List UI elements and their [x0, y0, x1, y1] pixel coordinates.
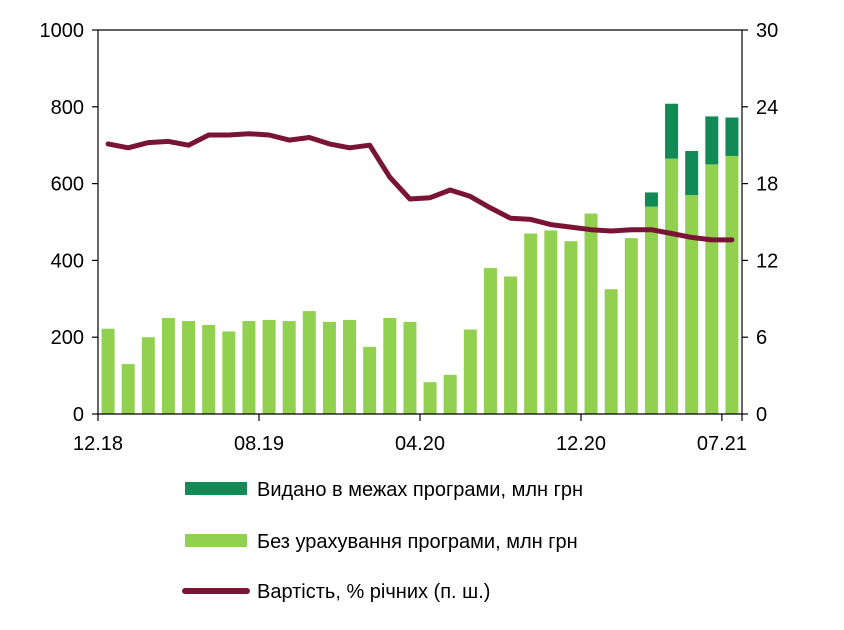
bar-without-program — [182, 321, 196, 414]
bar-without-program — [665, 158, 679, 414]
bar-without-program — [725, 155, 739, 414]
legend-swatch-without-program — [185, 534, 247, 547]
bars — [101, 103, 739, 414]
bar-without-program — [443, 374, 457, 414]
bar-without-program — [524, 233, 538, 414]
bar-program — [685, 150, 699, 196]
bar-without-program — [604, 289, 618, 414]
legend-label-without-program: Без урахування програми, млн грн — [257, 531, 578, 553]
bar-program — [665, 103, 679, 159]
bar-without-program — [383, 318, 397, 414]
legend-swatch-program — [185, 482, 247, 495]
bar-without-program — [584, 213, 598, 414]
bar-without-program — [222, 331, 236, 414]
left-tick-label: 1000 — [40, 20, 85, 42]
right-tick-label: 24 — [756, 97, 778, 119]
bar-program — [644, 192, 658, 207]
right-tick-label: 12 — [756, 250, 778, 272]
left-tick-label: 200 — [51, 327, 84, 349]
bar-without-program — [322, 321, 336, 414]
bar-without-program — [685, 195, 699, 414]
ticks: 0 200 400 600 800 1000 0 6 12 18 24 30 12.18 08.19 04.… — [40, 20, 779, 455]
bar-without-program — [302, 311, 316, 414]
legend-label-cost: Вартість, % річних (п. ш.) — [257, 581, 490, 603]
bar-without-program — [463, 329, 477, 414]
right-tick-label: 0 — [756, 404, 767, 426]
bar-without-program — [101, 328, 115, 414]
right-tick-label: 6 — [756, 327, 767, 349]
bar-without-program — [121, 364, 135, 414]
bar-program — [705, 116, 719, 165]
bar-without-program — [141, 337, 155, 414]
legend: Видано в межах програми, млн грн Без ура… — [182, 479, 583, 603]
x-tick-label: 04.20 — [395, 433, 445, 455]
bar-without-program — [644, 206, 658, 414]
bar-without-program — [282, 321, 296, 414]
bar-without-program — [403, 321, 417, 414]
line-series — [105, 131, 735, 243]
right-tick-label: 18 — [756, 174, 778, 196]
left-tick-label: 600 — [51, 174, 84, 196]
cost-line — [105, 131, 735, 243]
axes — [97, 29, 743, 414]
left-tick-label: 800 — [51, 97, 84, 119]
bar-without-program — [423, 382, 437, 414]
bar-without-program — [544, 230, 558, 414]
left-tick-label: 400 — [51, 250, 84, 272]
bar-without-program — [363, 346, 377, 414]
x-tick-label: 12.18 — [73, 433, 123, 455]
bar-without-program — [202, 324, 216, 414]
bar-without-program — [262, 319, 276, 414]
bar-without-program — [705, 164, 719, 414]
legend-label-program: Видано в межах програми, млн грн — [257, 479, 583, 501]
x-tick-label: 12.20 — [556, 433, 606, 455]
bar-without-program — [483, 268, 497, 414]
x-tick-label: 08.19 — [234, 433, 284, 455]
bar-without-program — [242, 321, 256, 414]
bar-without-program — [504, 276, 518, 414]
bar-program — [725, 117, 739, 156]
bar-without-program — [161, 318, 175, 414]
bar-without-program — [343, 319, 357, 414]
right-tick-label: 30 — [756, 20, 778, 42]
x-tick-label: 07.21 — [697, 433, 747, 455]
left-tick-label: 0 — [73, 404, 84, 426]
bar-without-program — [564, 241, 578, 414]
bar-without-program — [624, 238, 638, 414]
